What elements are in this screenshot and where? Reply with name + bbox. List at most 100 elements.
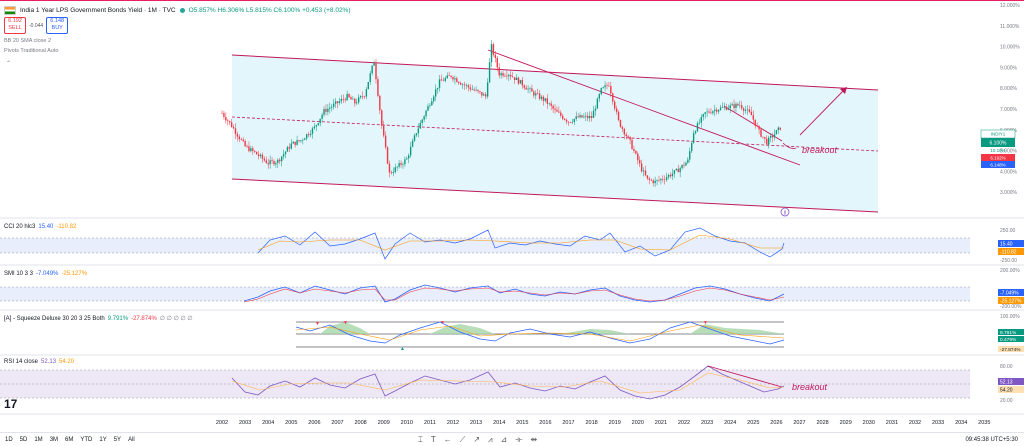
candle-body <box>631 139 633 150</box>
rsi-legend[interactable]: RSI 14 close 52.13 54.20 <box>4 359 74 365</box>
range-all[interactable]: All <box>128 436 135 443</box>
time-axis-tick: 2007 <box>331 420 343 426</box>
candle-body <box>523 85 525 88</box>
projection-arrow-line[interactable] <box>799 88 846 136</box>
range-1m[interactable]: 1M <box>34 436 43 443</box>
candle-body <box>739 105 741 106</box>
range-5y[interactable]: 5Y <box>113 436 122 443</box>
candle-body <box>421 119 423 123</box>
range-ytd[interactable]: YTD <box>80 436 93 443</box>
range-1y[interactable]: 1Y <box>99 436 107 443</box>
candle-body <box>606 85 608 86</box>
candle-body <box>496 58 498 68</box>
candle-body <box>592 110 595 118</box>
cci-pane[interactable]: 15.40 -110.82 250.00 -250.00 <box>0 227 1024 264</box>
time-axis-tick: 2033 <box>932 420 944 426</box>
sell-button[interactable]: 6.192 SELL <box>4 17 26 34</box>
buy-button[interactable]: 6.148 BUY <box>46 17 69 34</box>
candle-body <box>590 116 593 118</box>
ruler-icon[interactable]: ⟛ <box>515 434 523 444</box>
overlay-bb-label[interactable]: BB 20 SMA close 2 <box>4 38 52 44</box>
tradingview-logo-icon[interactable]: 17 <box>4 397 18 411</box>
time-axis[interactable]: 2002 2003 2004 2005 2006 2007 2008 2009 2010 2011… <box>216 420 991 426</box>
squeeze-legend[interactable]: [A] - Squeeze Deluxe 30 20 3 25 Both 9.79… <box>4 315 193 322</box>
channel-lower-line[interactable] <box>231 178 879 213</box>
candle-body <box>363 96 366 98</box>
squeeze-tag-3-label: -27.874% <box>1000 347 1021 353</box>
candle-body <box>546 98 549 104</box>
descending-trendline[interactable] <box>487 49 801 166</box>
candle-body <box>390 172 393 174</box>
candle-body <box>552 105 554 109</box>
more-tools-icon[interactable]: ⇹ <box>530 434 538 444</box>
time-axis-tick: 2014 <box>493 420 505 426</box>
squeeze-pane[interactable]: ▼ ▼ ▼ ▼ ▲ 9.791% 0.479% -27.874% 100.00% <box>295 314 1024 353</box>
overlay-pivots-label[interactable]: Pivots Traditional Auto <box>4 48 59 54</box>
channel-mid-line[interactable] <box>231 116 879 152</box>
candle-body <box>290 143 292 149</box>
candle-body <box>469 87 472 90</box>
range-3m[interactable]: 3M <box>49 436 59 443</box>
candle-body <box>642 170 645 172</box>
range-6m[interactable]: 6M <box>65 436 74 443</box>
candle-body <box>323 108 325 115</box>
text-tool-icon[interactable]: T <box>430 434 436 444</box>
collapse-legend-icon[interactable]: ⌃ <box>6 61 12 67</box>
candle-body <box>731 104 733 106</box>
candle-body <box>309 133 312 136</box>
brush-icon[interactable]: ⟋ <box>459 434 466 444</box>
candle-body <box>558 111 560 113</box>
candle-body <box>348 93 350 98</box>
candle-body <box>261 154 264 159</box>
smi-line <box>243 284 785 303</box>
rsi-legend-name: RSI 14 close <box>4 359 39 365</box>
time-axis-tick: 2015 <box>516 420 528 426</box>
candle-body <box>465 85 468 86</box>
candle-body <box>754 119 756 126</box>
candle-body <box>560 112 562 116</box>
candle-body <box>608 85 610 87</box>
range-5d[interactable]: 5D <box>19 436 28 443</box>
candle-body <box>481 92 483 96</box>
candle-body <box>735 103 737 108</box>
candle-body <box>529 88 531 89</box>
candle-body <box>696 123 699 132</box>
candle-body <box>531 88 533 92</box>
symbol-title[interactable]: India 1 Year LPS Government Bonds Yield … <box>20 6 176 14</box>
cursor-icon[interactable]: ⌶ <box>418 434 423 444</box>
candle-body <box>306 134 308 139</box>
rsi-pane[interactable]: breakout 52.13 54.20 80.00 20.00 <box>0 364 1024 404</box>
channel-upper-line[interactable] <box>231 54 879 91</box>
time-axis-tick: 2013 <box>470 420 482 426</box>
buy-price-axis-label: 6.148% <box>990 163 1005 168</box>
candle-body <box>633 149 635 151</box>
price-pane[interactable]: breakout 8 <box>221 40 879 217</box>
measure-icon[interactable]: ⊿ <box>500 434 508 444</box>
smi-tag-1-label: -7.049% <box>1000 291 1019 297</box>
candle-body <box>386 147 389 164</box>
candle-body <box>640 163 643 172</box>
squeeze-tag-1 <box>998 329 1024 335</box>
smi-legend[interactable]: SMI 10 3 3 -7.049% -25.127% <box>4 271 87 277</box>
candle-body <box>646 175 649 179</box>
candle-body <box>571 121 574 123</box>
candle-body <box>354 98 356 104</box>
circle-marker[interactable] <box>780 207 790 217</box>
rsi-trendline[interactable] <box>707 365 783 388</box>
utc-clock[interactable]: 09:45:38 UTC+5:30 <box>965 436 1018 443</box>
time-axis-tick: 2012 <box>447 420 459 426</box>
candle-body <box>746 109 749 111</box>
candle-body <box>254 150 256 152</box>
cci-legend[interactable]: CCI 20 hlc3 15.40 -110.82 <box>4 224 76 230</box>
sell-price-tag <box>981 154 1015 161</box>
trendline-icon[interactable]: ↗ <box>473 434 481 444</box>
candle-body <box>762 136 764 138</box>
range-1d[interactable]: 1D <box>5 436 13 443</box>
smi-pane[interactable]: -7.049% -25.127% 200.00% -200.00% <box>0 268 1024 310</box>
arrow-left-icon[interactable]: ← <box>443 434 452 444</box>
rsi-ma-line <box>231 372 785 394</box>
candle-body <box>357 97 360 103</box>
time-axis-tick: 2034 <box>955 420 967 426</box>
pattern-icon[interactable]: ⩘ <box>488 434 493 444</box>
